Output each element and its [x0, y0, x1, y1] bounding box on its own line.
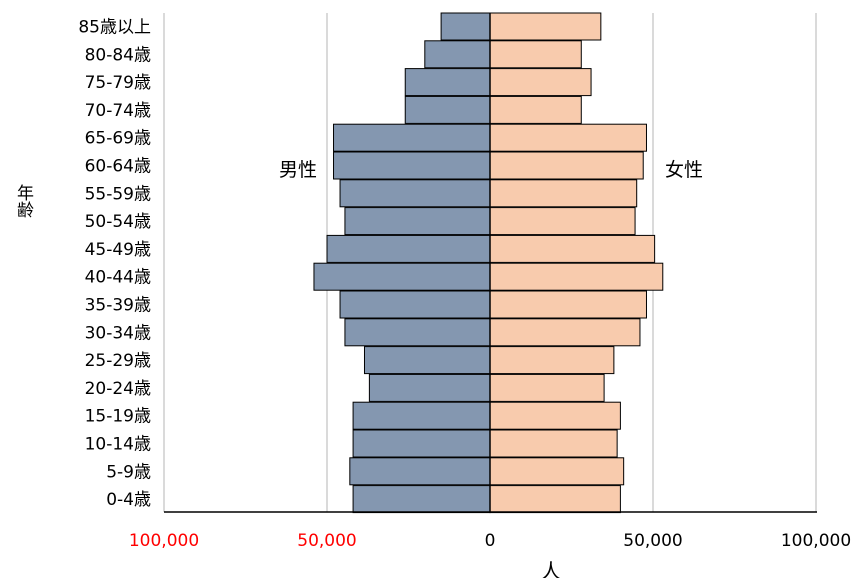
category-label: 85歳以上 [78, 18, 151, 38]
category-label: 40-44歳 [85, 268, 151, 288]
bar-female [489, 207, 636, 236]
bar-female [489, 290, 647, 319]
bar-male [349, 457, 491, 486]
bar-female [489, 429, 618, 458]
y-axis-label-text: 年齢 [13, 184, 33, 218]
x-tick-label: 50,000 [297, 531, 356, 551]
bar-female [489, 485, 621, 514]
bar-male [363, 346, 491, 375]
category-label: 65-69歳 [85, 129, 151, 149]
y-axis-label: 年齢 [10, 184, 33, 218]
bar-male [352, 401, 491, 430]
bar-female [489, 373, 605, 402]
category-label: 20-24歳 [85, 379, 151, 399]
bar-male [339, 290, 491, 319]
x-tick-label: 50,000 [623, 531, 682, 551]
category-label: 15-19歳 [85, 407, 151, 427]
bar-male [424, 40, 491, 69]
category-labels: 85歳以上 80-84歳 75-79歳 70-74歳 65-69歳 60-64歳 55-59… [78, 18, 151, 511]
bar-female [489, 151, 644, 180]
bar-male [404, 68, 491, 97]
bar-male [440, 12, 491, 41]
x-tick-labels: 100,000 50,000 0 50,000 100,000 [129, 531, 851, 551]
x-tick-label: 0 [485, 531, 496, 551]
bar-male [333, 123, 491, 152]
category-label: 70-74歳 [85, 101, 151, 121]
male-series-label: 男性 [279, 159, 317, 181]
bars [313, 12, 664, 514]
category-label: 0-4歳 [106, 490, 151, 510]
bar-male [333, 151, 491, 180]
category-label: 10-14歳 [85, 435, 151, 455]
category-label: 45-49歳 [85, 240, 151, 260]
bar-male [352, 429, 491, 458]
x-tick-label: 100,000 [781, 531, 851, 551]
bar-female [489, 234, 656, 263]
bar-male [368, 373, 491, 402]
female-series-label: 女性 [665, 159, 703, 181]
bar-male [344, 318, 491, 347]
bar-male [344, 207, 491, 236]
bar-female [489, 457, 625, 486]
bar-female [489, 40, 582, 69]
bar-female [489, 95, 582, 124]
bar-female [489, 346, 615, 375]
bar-female [489, 179, 638, 208]
bar-female [489, 123, 647, 152]
bar-female [489, 401, 621, 430]
bar-male [352, 485, 491, 514]
category-label: 30-34歳 [85, 323, 151, 343]
category-label: 25-29歳 [85, 351, 151, 371]
bar-female [489, 12, 602, 41]
bar-female [489, 262, 664, 291]
category-label: 50-54歳 [85, 212, 151, 232]
category-label: 5-9歳 [106, 462, 151, 482]
category-label: 35-39歳 [85, 296, 151, 316]
category-label: 75-79歳 [85, 73, 151, 93]
bar-male [339, 179, 491, 208]
category-label: 80-84歳 [85, 45, 151, 65]
bar-female [489, 318, 641, 347]
x-axis-label: 人 [541, 559, 561, 578]
bar-male [313, 262, 491, 291]
bar-male [326, 234, 491, 263]
x-tick-label: 100,000 [129, 531, 199, 551]
bar-male [404, 95, 491, 124]
bar-female [489, 68, 592, 97]
category-label: 60-64歳 [85, 157, 151, 177]
category-label: 55-59歳 [85, 184, 151, 204]
